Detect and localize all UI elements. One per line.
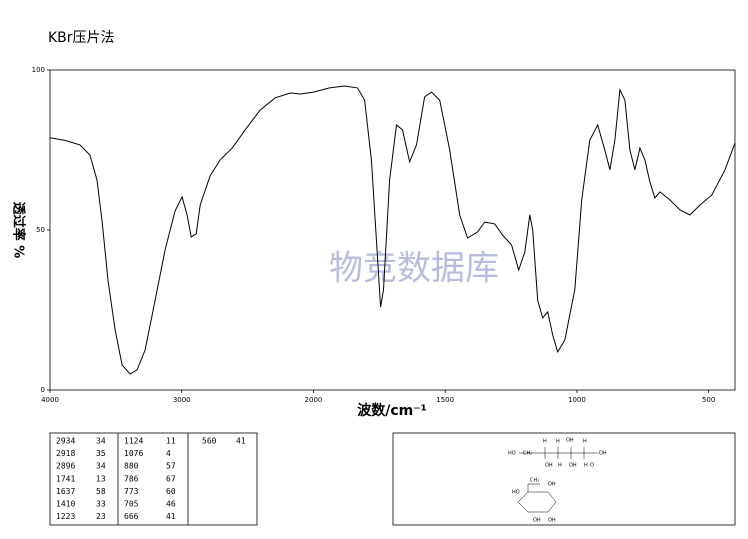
y-tick-label: 100 xyxy=(32,66,45,74)
y-tick-label: 50 xyxy=(36,226,45,234)
peak-transmittance: 46 xyxy=(166,500,176,509)
peak-transmittance: 35 xyxy=(96,449,106,458)
peak-wavenumber: 1741 xyxy=(56,474,75,483)
plot-frame xyxy=(49,69,736,391)
structure-label: OH xyxy=(599,451,607,457)
structure-label: OH xyxy=(548,518,556,524)
watermark: 物竞数据库 xyxy=(329,249,499,289)
structure-label: H xyxy=(556,439,560,445)
peak-wavenumber: 2896 xyxy=(56,462,75,471)
structure-label: OH xyxy=(566,438,574,444)
peak-wavenumber: 786 xyxy=(124,474,139,483)
peak-transmittance: 34 xyxy=(96,437,106,446)
peak-transmittance: 60 xyxy=(166,487,176,496)
peak-transmittance: 41 xyxy=(166,512,176,521)
peak-transmittance: 23 xyxy=(96,512,106,521)
peak-transmittance: 41 xyxy=(236,437,246,446)
chart-title: KBr压片法 xyxy=(48,30,115,46)
y-tick-label: 0 xyxy=(41,386,45,394)
peak-wavenumber: 1223 xyxy=(56,512,75,521)
peak-transmittance: 57 xyxy=(166,462,176,471)
peak-transmittance: 34 xyxy=(96,462,106,471)
structure-label: CH₂ xyxy=(523,451,532,457)
peak-transmittance: 33 xyxy=(96,500,106,509)
peak-table-frame xyxy=(49,432,258,526)
structure-frame xyxy=(392,432,736,526)
peak-wavenumber: 1410 xyxy=(56,500,75,509)
peak-wavenumber: 2934 xyxy=(56,437,75,446)
peak-wavenumber: 1076 xyxy=(124,449,143,458)
peak-wavenumber: 880 xyxy=(124,462,139,471)
peak-wavenumber: 705 xyxy=(124,500,139,509)
x-tick-label: 2000 xyxy=(305,396,323,404)
x-tick-label: 1000 xyxy=(568,396,586,404)
structure-label: H xyxy=(584,463,588,469)
structure-label: O xyxy=(590,463,594,469)
peak-transmittance: 58 xyxy=(96,487,106,496)
structure-label: HO xyxy=(512,490,520,496)
peak-transmittance: 67 xyxy=(166,474,176,483)
peak-transmittance: 13 xyxy=(96,474,106,483)
peak-wavenumber: 773 xyxy=(124,487,139,496)
structure-bonds xyxy=(517,447,598,513)
peak-transmittance: 11 xyxy=(166,437,176,446)
peak-transmittance: 4 xyxy=(166,449,171,458)
y-axis-label: 透过率 % xyxy=(11,202,27,259)
structure-label: OH xyxy=(569,463,577,469)
structure-label: OH xyxy=(545,463,553,469)
x-tick-label: 500 xyxy=(702,396,715,404)
peak-wavenumber: 1637 xyxy=(56,487,75,496)
peak-wavenumber: 2918 xyxy=(56,449,75,458)
x-tick-label: 4000 xyxy=(41,396,59,404)
structure-label: OH xyxy=(548,482,556,488)
spectrum-line xyxy=(49,85,736,375)
peak-wavenumber: 666 xyxy=(124,512,139,521)
x-tick-label: 3000 xyxy=(173,396,191,404)
structure-label: CH₂ xyxy=(530,478,539,484)
x-axis-label: 波数/cm⁻¹ xyxy=(357,402,427,419)
structure-label: H xyxy=(558,463,562,469)
structure-label: H xyxy=(543,439,547,445)
structure-label: H xyxy=(583,439,587,445)
structure-label: OH xyxy=(533,518,541,524)
peak-wavenumber: 560 xyxy=(202,437,217,446)
structure-label: HO xyxy=(508,451,516,457)
x-tick-label: 1500 xyxy=(436,396,454,404)
peak-wavenumber: 1124 xyxy=(124,437,143,446)
